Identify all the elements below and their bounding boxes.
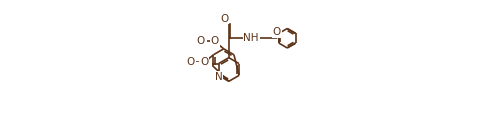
Text: O: O xyxy=(273,27,281,37)
Text: N: N xyxy=(215,72,222,82)
Text: NH$_2$: NH$_2$ xyxy=(186,57,207,70)
Text: O: O xyxy=(211,36,219,46)
Text: O: O xyxy=(197,36,205,46)
Text: NH: NH xyxy=(244,33,259,43)
Text: O: O xyxy=(200,57,209,67)
Text: O: O xyxy=(220,14,228,24)
Text: O: O xyxy=(187,57,195,67)
